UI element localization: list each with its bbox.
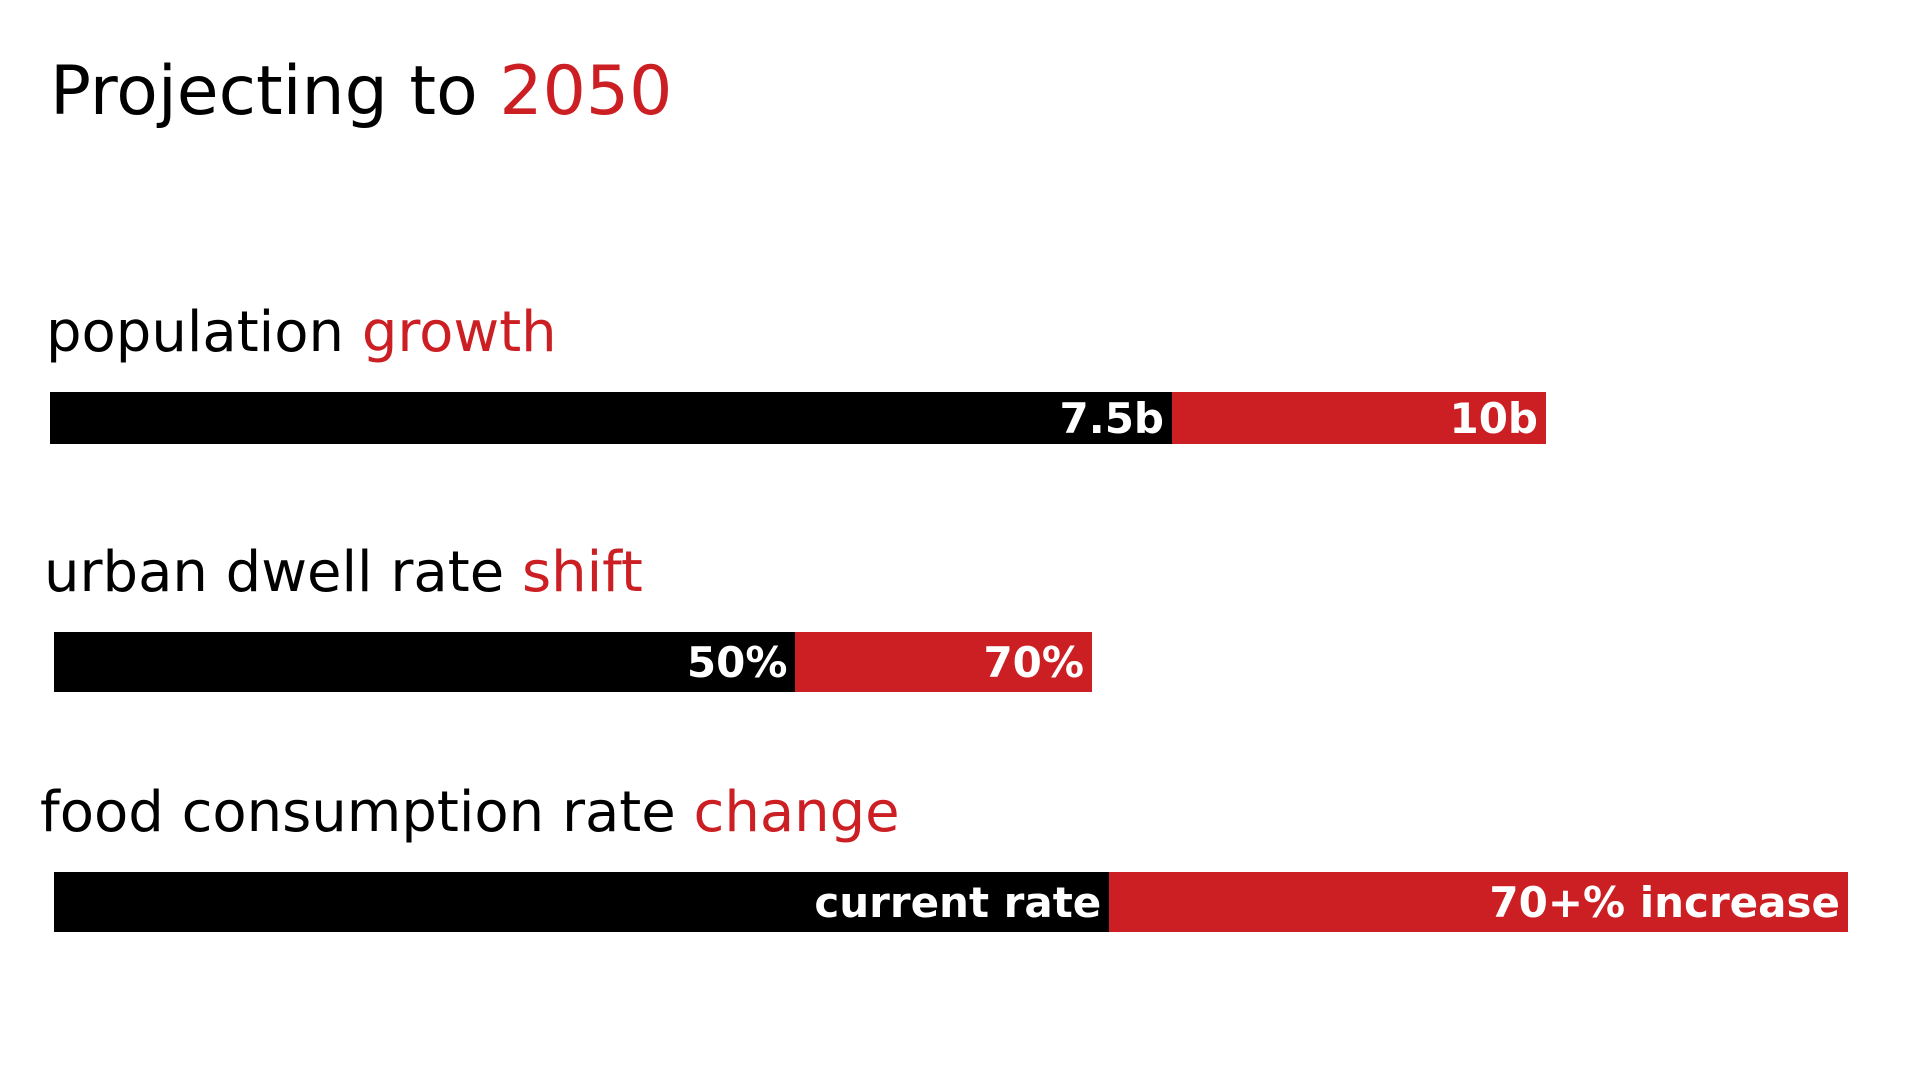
- food-consumption-projected-label: 70+% increase: [1489, 877, 1840, 927]
- food-consumption-current-bar: current rate: [54, 872, 1110, 932]
- urban-dwell-current-bar: 50%: [54, 632, 796, 692]
- food-consumption-projected-bar: 70+% increase: [1109, 872, 1848, 932]
- urban-dwell-projected-bar: 70%: [795, 632, 1092, 692]
- food-consumption-label-text: food consumption rate: [40, 780, 676, 845]
- urban-dwell-label-accent: shift: [521, 540, 643, 605]
- urban-dwell-projected-label: 70%: [983, 637, 1084, 687]
- food-consumption-label: food consumption rate change: [40, 780, 900, 846]
- urban-dwell-bar: 50% 70%: [54, 632, 1092, 692]
- chart-title: Projecting to 2050: [50, 52, 672, 132]
- population-label: population growth: [46, 300, 557, 366]
- urban-dwell-label-text: urban dwell rate: [44, 540, 505, 605]
- food-consumption-bar: current rate 70+% increase: [54, 872, 1848, 932]
- population-bar: 7.5b 10b: [50, 392, 1546, 444]
- urban-dwell-label: urban dwell rate shift: [44, 540, 643, 606]
- title-text: Projecting to: [50, 52, 478, 131]
- population-label-text: population: [46, 300, 344, 365]
- population-current-bar: 7.5b: [50, 392, 1172, 444]
- title-accent: 2050: [499, 52, 673, 131]
- population-label-accent: growth: [361, 300, 557, 365]
- population-projected-bar: 10b: [1172, 392, 1546, 444]
- urban-dwell-current-label: 50%: [686, 637, 788, 687]
- population-projected-label: 10b: [1449, 393, 1538, 443]
- population-current-label: 7.5b: [1059, 393, 1164, 443]
- food-consumption-label-accent: change: [693, 780, 900, 845]
- food-consumption-current-label: current rate: [814, 877, 1102, 927]
